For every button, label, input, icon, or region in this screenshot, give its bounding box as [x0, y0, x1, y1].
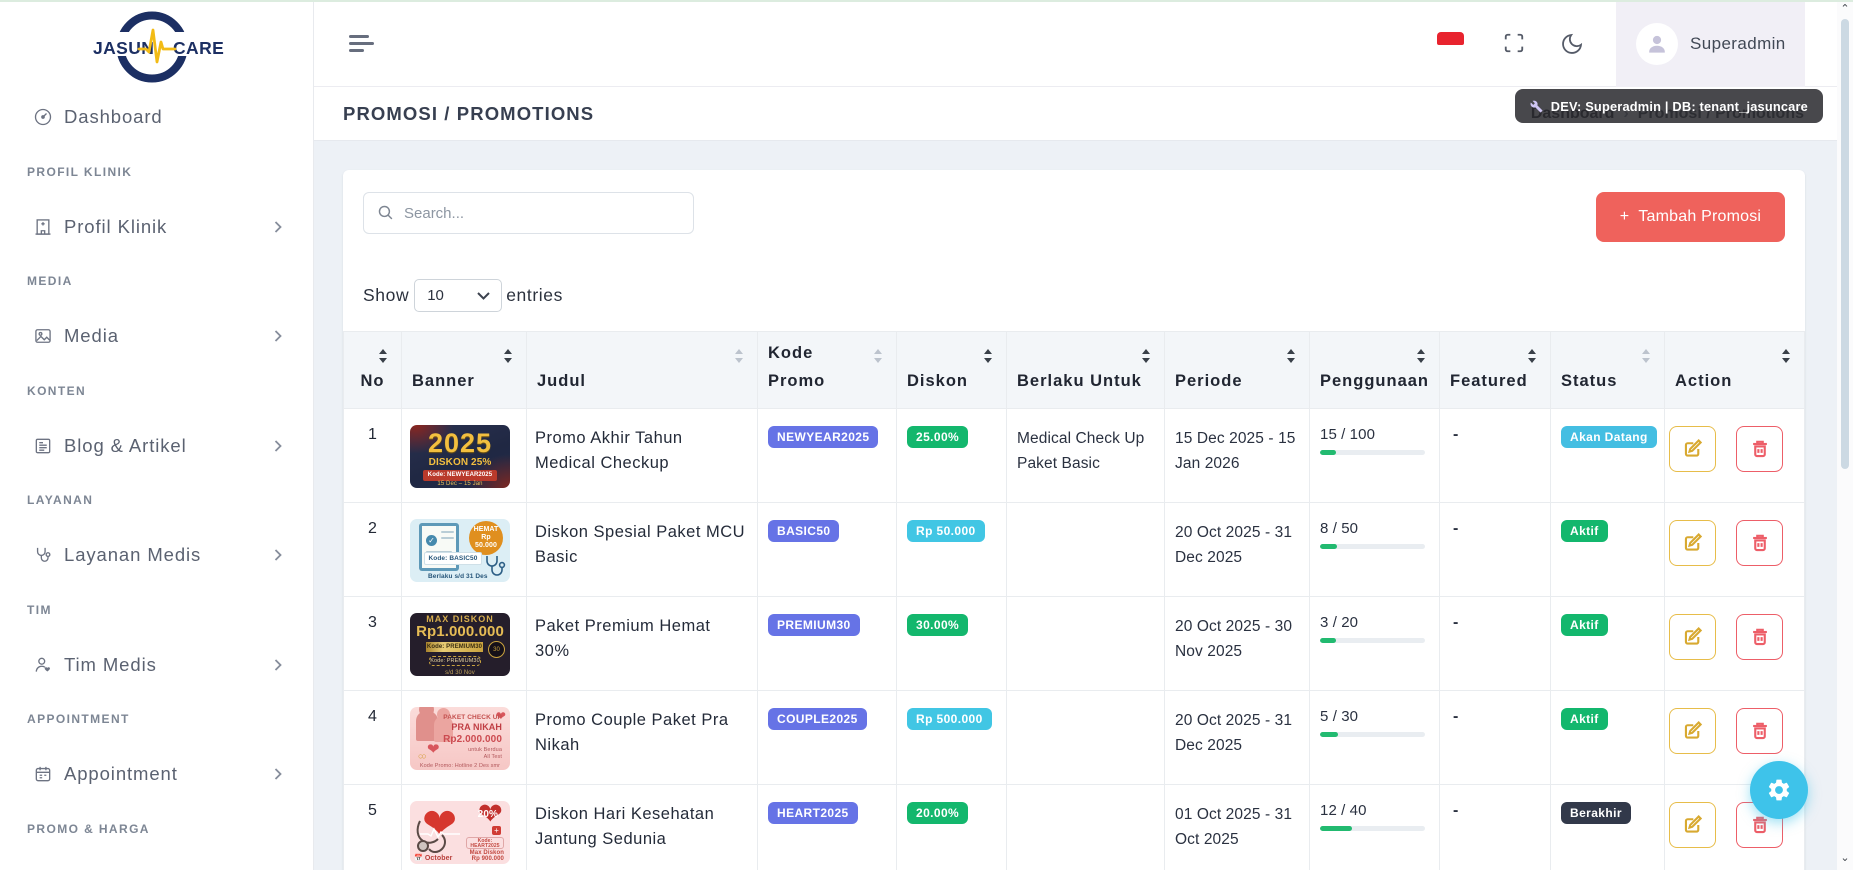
svg-text:JASUN: JASUN: [93, 38, 154, 58]
svg-text:CARE: CARE: [173, 38, 224, 58]
